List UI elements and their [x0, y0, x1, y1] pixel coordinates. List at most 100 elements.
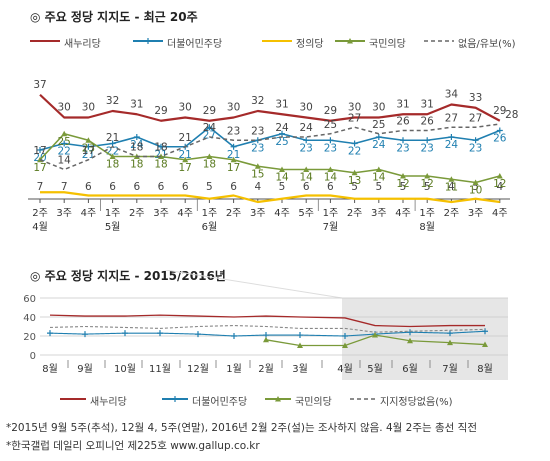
x-tick-label: 3주: [56, 208, 72, 219]
data-label: 15: [251, 168, 264, 180]
data-label: 23: [396, 142, 409, 154]
data-label: 5: [375, 181, 382, 193]
data-point: [195, 331, 201, 338]
x-tick-label: 2주: [32, 208, 48, 219]
x-tick-label: 3주: [250, 208, 266, 219]
legend-label: 국민의당: [295, 397, 332, 408]
x-tick-label: 7월: [323, 221, 339, 233]
data-label: 24: [275, 122, 289, 134]
data-label: 17: [227, 162, 240, 174]
data-label: 31: [396, 98, 409, 110]
data-label: 26: [396, 116, 410, 128]
data-label: 6: [133, 181, 140, 193]
data-point: [372, 332, 378, 338]
data-label: 6: [303, 181, 310, 193]
data-label: 26: [421, 116, 435, 128]
data-label: 23: [82, 142, 95, 154]
x-tick-label: 8월: [42, 363, 58, 375]
data-label: 30: [372, 102, 385, 114]
x-tick-label: 5월: [105, 221, 121, 233]
data-label: 18: [154, 142, 167, 154]
legend-label: 새누리당: [90, 397, 127, 408]
data-label: 7: [37, 181, 44, 193]
x-tick-label: 3주: [153, 208, 169, 219]
x-tick-label: 8월: [419, 221, 435, 233]
x-tick-label: 2주: [444, 208, 460, 219]
data-point: [158, 143, 164, 150]
data-label: 5: [400, 181, 407, 193]
x-tick-label: 5주: [298, 208, 314, 219]
data-label: 30: [82, 102, 95, 114]
data-label: 30: [58, 102, 71, 114]
data-point: [297, 342, 303, 348]
data-label: 26: [493, 133, 507, 145]
data-point: [400, 137, 406, 144]
legend-swatch: [350, 398, 376, 400]
y-tick-label: 40: [23, 313, 36, 324]
data-label: 31: [130, 98, 143, 110]
data-label: 23: [421, 142, 434, 154]
x-tick-label: 1주: [323, 208, 339, 219]
data-label: 6: [182, 181, 189, 193]
x-tick-label: 2주: [226, 208, 242, 219]
x-tick-label: 3주: [468, 208, 484, 219]
data-label: 21: [106, 132, 119, 144]
data-label: 5: [472, 181, 479, 193]
data-label: 29: [203, 105, 216, 117]
data-point: [342, 333, 348, 339]
recent-period-highlight: [342, 298, 508, 380]
data-label: 4: [496, 181, 503, 193]
data-label: 18: [130, 142, 143, 154]
data-label: 17: [82, 145, 95, 157]
data-label: 37: [33, 79, 46, 91]
data-point: [482, 341, 488, 348]
x-tick-label: 1주: [202, 208, 218, 219]
data-label: 11: [445, 181, 458, 193]
data-label: 28: [505, 109, 518, 121]
top-line-chart: 2주 4월 3주 4주 1주 5월 2주 3주 4주 1주 6월 2주 3주 4주 5주 1주 7월 2주 3주 4주…: [28, 79, 518, 233]
data-label: 27: [445, 112, 458, 124]
data-point: [157, 330, 163, 337]
x-tick-label: 2주: [347, 208, 363, 219]
x-tick-label: 4주: [81, 208, 97, 219]
data-label: 18: [106, 159, 119, 171]
data-label: 22: [58, 146, 71, 158]
data-label: 12: [493, 178, 506, 190]
data-point: [230, 143, 237, 150]
legend-swatch: [162, 396, 188, 402]
data-point: [279, 130, 285, 137]
data-point: [230, 156, 237, 163]
x-tick-label: 4주: [492, 208, 508, 219]
legend-label: 새누리당: [64, 39, 101, 50]
data-label: 14: [58, 155, 72, 167]
data-point: [37, 147, 43, 153]
series-line: [49, 324, 486, 333]
data-point: [82, 331, 88, 338]
data-label: 23: [251, 142, 264, 154]
x-tick-label: 9월: [77, 363, 93, 375]
x-tick-label: 7월: [442, 363, 458, 375]
x-tick-label: 12월: [187, 363, 209, 375]
data-label: 32: [251, 95, 264, 107]
legend-label: 더불어민주당: [192, 397, 248, 408]
data-point: [327, 137, 334, 144]
data-label: 30: [227, 102, 240, 114]
data-label: 23: [324, 142, 337, 154]
data-label: 30: [179, 102, 192, 114]
data-label: 33: [469, 92, 482, 104]
x-tick-label: 1주: [105, 208, 121, 219]
data-point: [342, 342, 348, 348]
data-point: [407, 329, 413, 336]
data-label: 27: [348, 112, 361, 124]
data-label: 17: [33, 162, 46, 174]
data-point: [109, 153, 116, 159]
data-label: 6: [158, 181, 165, 193]
zoom-guide-line: [162, 270, 343, 299]
data-label: 24: [130, 139, 144, 151]
data-label: 24: [300, 122, 314, 134]
data-label: 22: [348, 146, 361, 158]
data-label: 29: [324, 105, 337, 117]
legend-label: 지지정당없음(%): [380, 397, 453, 408]
series-line: [40, 191, 500, 204]
